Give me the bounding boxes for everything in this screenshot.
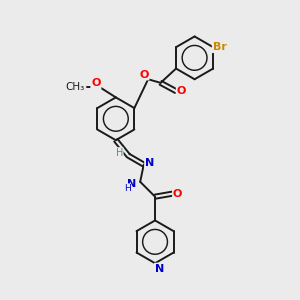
Text: H: H bbox=[116, 148, 123, 158]
Text: O: O bbox=[177, 86, 186, 96]
Text: CH₃: CH₃ bbox=[65, 82, 85, 92]
Text: N: N bbox=[127, 178, 136, 189]
Text: H: H bbox=[124, 184, 130, 193]
Text: Br: Br bbox=[213, 42, 226, 52]
Text: N: N bbox=[145, 158, 154, 168]
Text: O: O bbox=[173, 189, 182, 199]
Text: N: N bbox=[155, 264, 164, 274]
Text: O: O bbox=[91, 78, 101, 88]
Text: O: O bbox=[139, 70, 148, 80]
